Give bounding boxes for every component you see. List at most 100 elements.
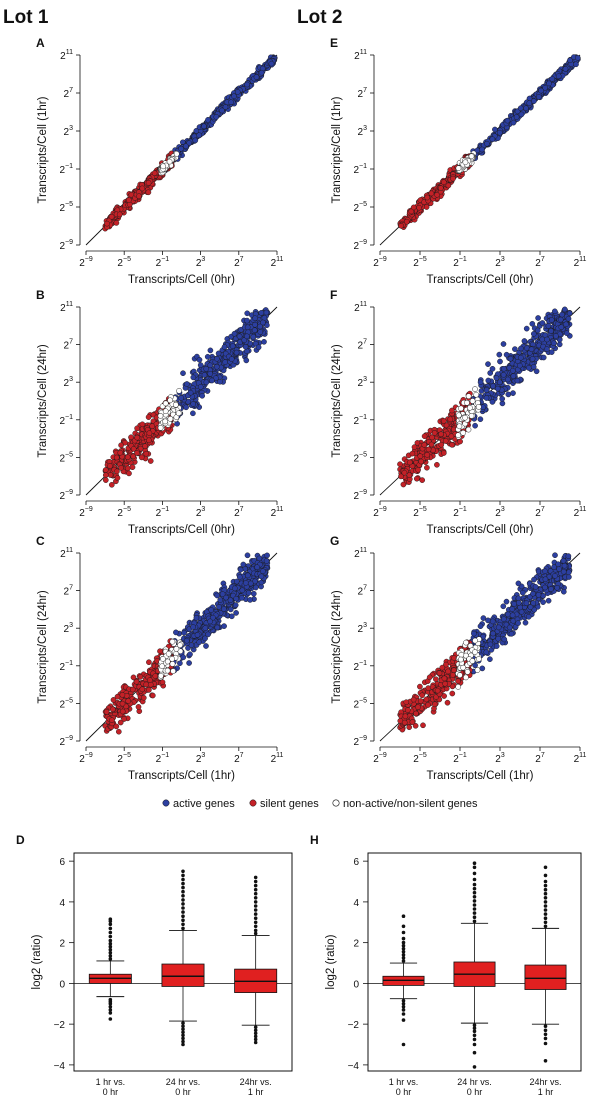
data-point [199, 392, 206, 399]
data-point [124, 465, 131, 472]
data-point [147, 458, 154, 464]
data-point [472, 637, 478, 644]
y-axis-label: Transcripts/Cell (1hr) [331, 96, 343, 203]
data-point [137, 674, 144, 680]
data-point [573, 61, 579, 68]
data-point [556, 566, 562, 572]
data-point [494, 385, 501, 392]
y-tick-label: 23 [358, 622, 368, 635]
data-point [254, 564, 260, 571]
data-point [493, 375, 500, 381]
data-point [489, 136, 496, 143]
data-point [237, 566, 244, 573]
outlier-point [181, 1021, 185, 1025]
outlier-point [401, 998, 406, 1003]
x-tick-label: 2−1 [156, 506, 170, 519]
y-tick-label: −2 [54, 1020, 66, 1031]
outlier-point [253, 879, 258, 884]
data-point [565, 569, 572, 576]
outlier-point [181, 906, 185, 910]
data-point [102, 477, 109, 483]
y-axis-label: Transcripts/Cell (1hr) [37, 96, 49, 203]
data-point [509, 612, 516, 619]
data-point [425, 702, 431, 708]
data-point [511, 601, 517, 607]
data-point [402, 713, 409, 720]
data-point [487, 641, 494, 648]
outlier-point [181, 922, 185, 927]
data-point [437, 185, 444, 191]
series-active [170, 307, 271, 427]
x-axis-label: Transcripts/Cell (1hr) [128, 770, 235, 782]
data-point [190, 374, 197, 381]
panel-G: G2−92−92−52−52−12−123232727211211Transcr… [330, 534, 587, 782]
outlier-point [181, 1036, 185, 1041]
data-point [552, 552, 558, 559]
data-point [423, 696, 430, 703]
x-tick-label: 24 hr vs. [166, 1077, 201, 1087]
data-point [213, 114, 220, 120]
y-axis-label: Transcripts/Cell (24hr) [331, 590, 343, 703]
series-active [170, 552, 271, 674]
data-point [158, 672, 164, 679]
data-point [510, 373, 517, 379]
data-point [477, 623, 484, 630]
data-point [500, 371, 507, 378]
y-tick-label: −4 [348, 1061, 360, 1072]
x-tick-label: 2−5 [117, 256, 131, 269]
data-point [102, 467, 109, 473]
x-tick-label: 27 [535, 752, 545, 765]
data-point [472, 422, 478, 429]
data-point [242, 343, 249, 350]
data-point [449, 407, 455, 414]
data-point [203, 643, 209, 649]
data-point [479, 665, 486, 672]
data-point [431, 430, 438, 436]
data-point [440, 450, 447, 456]
x-tick-label: 23 [196, 506, 206, 519]
data-point [464, 399, 470, 406]
data-point [109, 717, 115, 723]
data-point [146, 437, 152, 444]
panel-letter: H [310, 833, 319, 847]
data-point [263, 309, 270, 316]
y-tick-label: 2−5 [353, 697, 367, 710]
data-point [555, 73, 562, 80]
data-point [554, 584, 560, 591]
data-point [258, 309, 265, 316]
data-point [169, 656, 175, 662]
data-point [503, 351, 510, 358]
y-tick-label: 27 [358, 339, 368, 352]
data-point [227, 606, 234, 613]
x-tick-label: 1 hr vs. [389, 1077, 419, 1087]
data-point [207, 370, 214, 377]
data-point [518, 111, 525, 118]
x-tick-label: 2−1 [453, 752, 467, 765]
outlier-point [253, 875, 258, 880]
data-point [180, 370, 186, 377]
data-point [538, 87, 544, 94]
outlier-point [472, 903, 477, 907]
data-point [418, 458, 424, 465]
data-point [455, 165, 462, 172]
panel-B: B2−92−92−52−52−12−123232727211211Transcr… [36, 288, 284, 536]
data-point [421, 442, 428, 448]
data-point [201, 123, 207, 130]
series-active [162, 54, 278, 174]
data-point [126, 197, 132, 203]
data-point [535, 315, 541, 321]
data-point [173, 629, 179, 636]
data-point [495, 635, 502, 642]
data-point [149, 692, 156, 699]
x-tick-label: 23 [495, 506, 505, 519]
data-point [529, 320, 536, 327]
outlier-point [181, 869, 185, 874]
panel-A: A2−92−92−52−52−12−123232727211211Transcr… [36, 36, 284, 286]
y-tick-label: 2−9 [353, 735, 367, 748]
data-point [493, 643, 500, 649]
data-point [197, 362, 204, 368]
outlier-point [181, 910, 185, 914]
data-point [438, 441, 445, 448]
data-point [146, 659, 152, 666]
